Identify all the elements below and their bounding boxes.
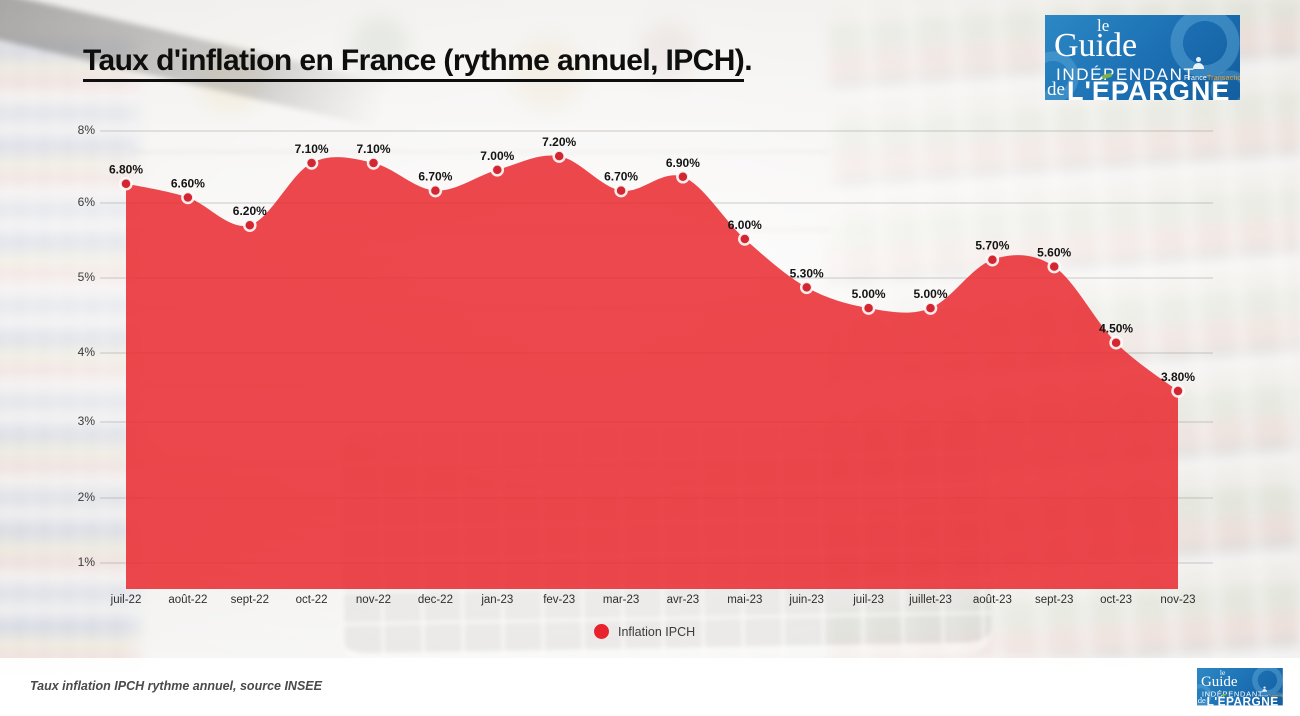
data-point-marker bbox=[861, 301, 876, 315]
data-point-value-label: 5.30% bbox=[790, 266, 824, 280]
x-axis-tick-label: oct-22 bbox=[296, 594, 328, 606]
y-axis-tick-label: 6% bbox=[78, 195, 96, 209]
legend-marker-icon bbox=[594, 624, 609, 639]
source-caption: Taux inflation IPCH rythme annuel, sourc… bbox=[30, 679, 322, 693]
y-axis-tick-label: 2% bbox=[78, 490, 96, 504]
data-point-value-label: 3.80% bbox=[1161, 370, 1195, 384]
y-axis-tick-label: 4% bbox=[78, 345, 96, 359]
data-point-value-label: 5.00% bbox=[913, 287, 947, 301]
x-axis-tick-label: août-22 bbox=[168, 594, 207, 606]
data-point-marker bbox=[366, 156, 381, 170]
data-point-marker bbox=[985, 252, 1000, 267]
person-icon bbox=[1262, 686, 1267, 692]
data-point-value-label: 6.70% bbox=[604, 170, 638, 184]
data-point-marker bbox=[923, 301, 938, 315]
brand-logo: le Guide INDÉPENDANT FranceTransactions.… bbox=[1045, 15, 1240, 100]
brand-logo-small: le Guide INDÉPENDANT FranceTransactions.… bbox=[1197, 668, 1283, 706]
data-point-value-label: 6.20% bbox=[233, 204, 267, 218]
page-title-period: . bbox=[744, 44, 753, 77]
logo-epargne: L'ÉPARGNE bbox=[1067, 76, 1231, 100]
data-point-value-label: 6.60% bbox=[171, 177, 205, 191]
x-axis-tick-label: nov-23 bbox=[1160, 594, 1195, 606]
data-point-marker bbox=[552, 149, 566, 163]
data-point-value-label: 6.70% bbox=[418, 170, 452, 184]
data-point-marker bbox=[1047, 259, 1061, 274]
data-point-value-label: 6.80% bbox=[109, 163, 143, 177]
data-point-marker bbox=[119, 176, 133, 191]
x-axis-tick-label: sept-22 bbox=[231, 594, 269, 606]
x-axis-tick-label: sept-23 bbox=[1035, 594, 1073, 606]
legend-label: Inflation IPCH bbox=[618, 624, 696, 639]
x-axis-tick-label: mar-23 bbox=[603, 594, 639, 606]
x-axis-tick-label: juil-22 bbox=[110, 594, 142, 606]
data-point-marker bbox=[181, 190, 195, 205]
data-point-value-label: 7.20% bbox=[542, 135, 576, 149]
page-title: Taux d'inflation en France (rythme annue… bbox=[83, 44, 753, 82]
x-axis-tick-label: juin-23 bbox=[788, 594, 824, 606]
x-axis-tick-label: mai-23 bbox=[727, 594, 762, 606]
data-point-marker bbox=[799, 280, 814, 295]
y-axis-tick-label: 3% bbox=[78, 414, 96, 428]
data-point-value-label: 6.00% bbox=[728, 218, 762, 232]
x-axis-tick-label: juillet-23 bbox=[908, 594, 952, 606]
x-axis-tick-label: fev-23 bbox=[543, 594, 575, 606]
logo-guide: Guide bbox=[1200, 673, 1238, 690]
data-point-value-label: 5.60% bbox=[1037, 246, 1071, 260]
x-axis-tick-label: juil-23 bbox=[852, 594, 884, 606]
logo-epargne: L'ÉPARGNE bbox=[1206, 694, 1279, 706]
logo-de: de bbox=[1197, 696, 1206, 706]
x-axis-tick-label: nov-22 bbox=[356, 594, 391, 606]
data-point-marker bbox=[243, 218, 257, 232]
y-axis-tick-label: 1% bbox=[78, 555, 96, 569]
data-point-marker bbox=[428, 183, 443, 198]
data-point-marker bbox=[738, 232, 752, 246]
x-axis-tick-label: jan-23 bbox=[480, 594, 513, 606]
page-title-text: Taux d'inflation en France (rythme annue… bbox=[83, 44, 745, 82]
x-axis-tick-label: avr-23 bbox=[667, 594, 700, 606]
data-point-value-label: 7.10% bbox=[356, 142, 390, 156]
data-point-value-label: 7.00% bbox=[480, 149, 514, 163]
x-axis-tick-label: dec-22 bbox=[418, 594, 453, 606]
chart-legend: Inflation IPCH bbox=[594, 624, 695, 639]
data-point-value-label: 5.70% bbox=[975, 239, 1009, 253]
data-point-value-label: 6.90% bbox=[666, 156, 700, 170]
data-point-value-label: 4.50% bbox=[1099, 322, 1133, 336]
data-point-marker bbox=[304, 156, 319, 170]
logo-de: de bbox=[1047, 79, 1065, 100]
x-axis-tick-label: août-23 bbox=[973, 594, 1012, 606]
data-point-marker bbox=[1171, 384, 1185, 398]
data-point-marker bbox=[1109, 335, 1123, 350]
data-point-value-label: 7.10% bbox=[295, 142, 329, 156]
data-point-marker bbox=[490, 163, 505, 177]
x-axis-tick-label: oct-23 bbox=[1100, 594, 1132, 606]
data-point-marker bbox=[614, 183, 628, 198]
data-point-marker bbox=[676, 170, 690, 184]
y-axis-tick-label: 5% bbox=[78, 270, 96, 284]
y-axis-tick-label: 8% bbox=[78, 123, 96, 137]
area-series bbox=[126, 155, 1178, 589]
logo-guide: Guide bbox=[1054, 27, 1138, 64]
data-point-value-label: 5.00% bbox=[852, 287, 886, 301]
person-icon bbox=[1193, 57, 1204, 69]
